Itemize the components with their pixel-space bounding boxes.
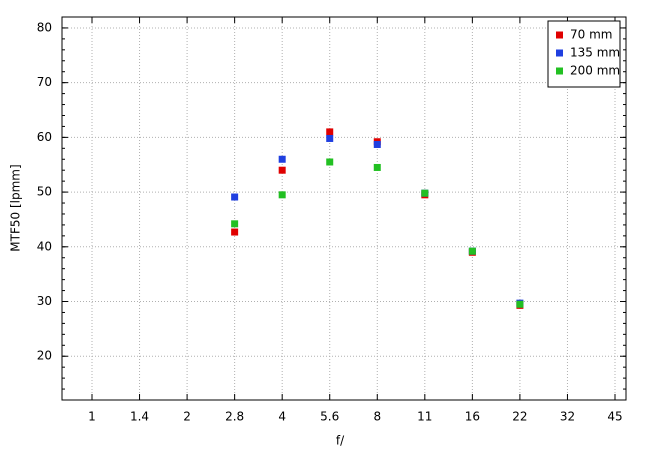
point (421, 189, 429, 197)
x-tick-label: 5.6 (320, 410, 339, 424)
point (326, 158, 334, 166)
point (516, 300, 524, 308)
y-axis-label: MTF50 [lpmm] (9, 164, 23, 251)
x-tick-label: 1 (88, 410, 96, 424)
point (278, 155, 286, 163)
legend-label: 70 mm (570, 28, 612, 42)
x-tick-label: 32 (560, 410, 575, 424)
point (326, 128, 334, 136)
x-tick-label: 1.4 (130, 410, 149, 424)
x-tick-label: 4 (278, 410, 286, 424)
x-tick-label: 45 (607, 410, 622, 424)
point (278, 191, 286, 199)
point (231, 228, 239, 236)
plot-frame (61, 16, 627, 401)
point (468, 247, 476, 255)
y-tick-label: 60 (37, 130, 52, 144)
x-tick-label: 8 (373, 410, 381, 424)
point (373, 140, 381, 148)
legend-swatch (556, 49, 563, 57)
y-tick-label: 20 (37, 349, 52, 363)
x-tick-label: 2.8 (225, 410, 244, 424)
point (231, 193, 239, 201)
point (278, 166, 286, 174)
point (326, 134, 334, 142)
legend-label: 135 mm (570, 46, 620, 60)
x-tick-label: 11 (417, 410, 432, 424)
legend-swatch (556, 67, 563, 75)
x-tick-label: 16 (465, 410, 480, 424)
y-tick-label: 70 (37, 75, 52, 89)
y-tick-label: 80 (37, 20, 52, 34)
point (231, 220, 239, 228)
point (373, 163, 381, 171)
legend-label: 200 mm (570, 64, 620, 78)
legend-swatch (556, 31, 563, 39)
y-tick-label: 40 (37, 239, 52, 253)
x-axis-label: f/ (336, 434, 345, 448)
x-tick-label: 22 (512, 410, 527, 424)
x-tick-label: 2 (183, 410, 191, 424)
y-tick-label: 50 (37, 185, 52, 199)
y-tick-label: 30 (37, 294, 52, 308)
